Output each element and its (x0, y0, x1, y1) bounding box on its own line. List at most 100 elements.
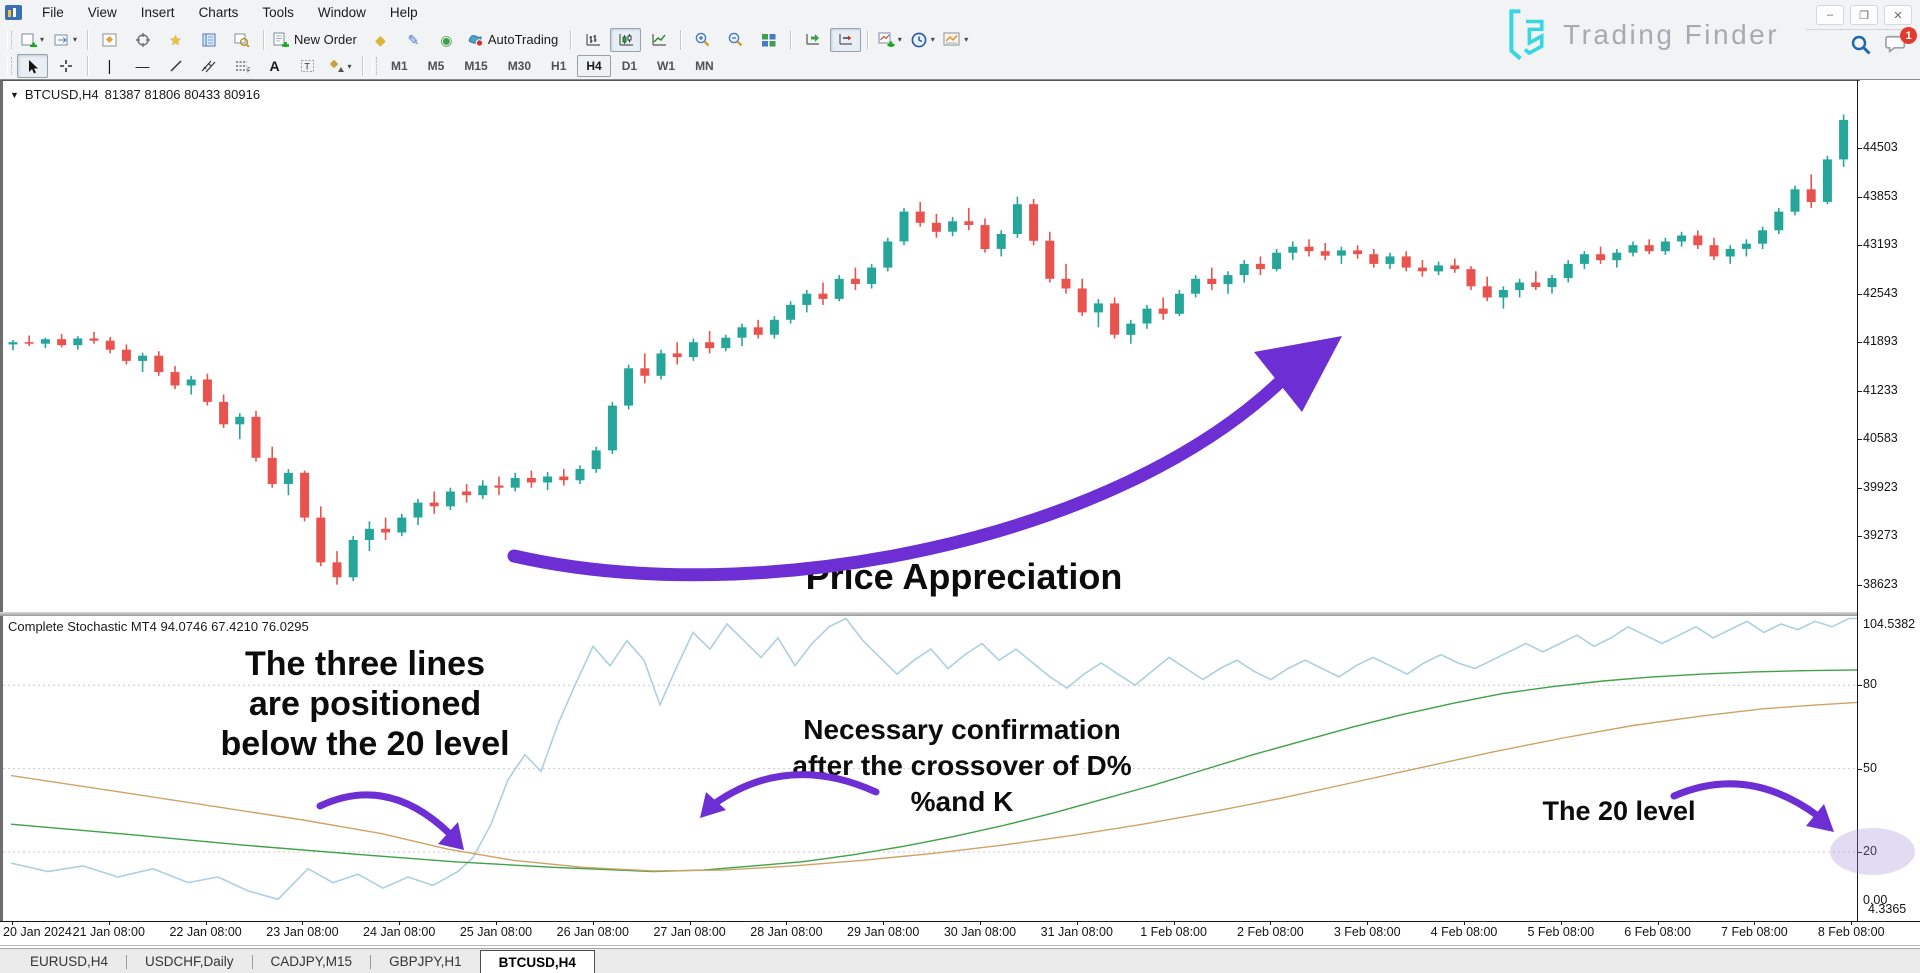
timeframe-mn[interactable]: MN (695, 59, 714, 73)
minimize-button[interactable]: – (1816, 5, 1844, 25)
metaeditor-button[interactable]: ✎ (398, 28, 429, 52)
zoom-in-icon (695, 32, 710, 47)
chevron-down-icon: ▾ (930, 35, 935, 44)
trendline-tool-button[interactable] (160, 54, 191, 78)
time-label: 8 Feb 08:00 (1817, 925, 1885, 939)
equidistant-channel-icon (201, 60, 216, 73)
zoom-in-button[interactable] (687, 28, 718, 52)
horizontal-line-tool-button[interactable]: — (127, 54, 158, 78)
vertical-line-tool-button[interactable]: | (94, 54, 125, 78)
time-tick (786, 921, 788, 925)
tab-separator (251, 954, 253, 969)
channel-tool-button[interactable] (193, 54, 224, 78)
text-label-icon: T (301, 60, 314, 72)
toolbar-grip[interactable] (372, 57, 377, 75)
profiles-button[interactable]: ▾ (50, 28, 81, 52)
toolbar-grip[interactable] (7, 57, 12, 75)
tab-btcusd-h4[interactable]: BTCUSD,H4 (479, 950, 595, 973)
tab-usdchf-daily[interactable]: USDCHF,Daily (145, 954, 234, 969)
data-window-button[interactable] (127, 28, 158, 52)
notifications[interactable]: 1 (1884, 27, 1917, 56)
time-tick (1076, 921, 1078, 925)
indicator-level-80-label: 80 (1863, 677, 1877, 692)
templates-button[interactable]: ▾ (940, 28, 971, 52)
timeframe-m30[interactable]: M30 (507, 59, 532, 73)
tab-eurusd-h4[interactable]: EURUSD,H4 (30, 954, 109, 969)
cursor-tool-button[interactable] (17, 54, 48, 78)
periods-button[interactable]: ▾ (907, 28, 938, 52)
price-label: 42543 (1863, 285, 1898, 300)
timeframe-d1[interactable]: D1 (621, 59, 638, 73)
timeframe-h4[interactable]: H4 (577, 55, 611, 77)
menu-help[interactable]: Help (389, 4, 418, 20)
indicator-scale-min-a-label: 0.00 (1863, 893, 1888, 907)
toolbar-separator (87, 56, 88, 76)
timeframe-m1[interactable]: M1 (391, 59, 408, 73)
new-chart-button[interactable]: ▾ (17, 28, 48, 52)
indicator-pane[interactable] (0, 616, 1860, 921)
line-chart-button[interactable] (643, 28, 674, 52)
search-icon[interactable] (1850, 34, 1872, 56)
annotation-three-lines: The three lines are positioned below the… (220, 645, 510, 763)
terminal-button[interactable] (193, 28, 224, 52)
text-tool-button[interactable]: A (259, 54, 290, 78)
navigator-button[interactable]: ★ (160, 28, 191, 52)
price-label: 39273 (1863, 528, 1898, 542)
time-tick (108, 921, 110, 925)
indicators-button[interactable]: ▾ (874, 28, 905, 52)
drawing-toolbar: | — F A T ▾ M1 M5 M15 M30 H1 H4 D1 W1 MN (0, 53, 724, 79)
close-button[interactable]: ✕ (1884, 5, 1912, 25)
trading-finder-logo-icon (1509, 9, 1544, 61)
menu-tools[interactable]: Tools (262, 4, 294, 20)
new-order-button[interactable]: New Order (270, 28, 363, 52)
candlestick-chart-button[interactable] (610, 27, 642, 52)
timeframe-w1[interactable]: W1 (657, 59, 676, 73)
label-tool-button[interactable]: T (292, 54, 323, 78)
timeframe-m15[interactable]: M15 (464, 59, 488, 73)
chart-dropdown-icon[interactable]: ▼ (10, 89, 19, 100)
menu-insert[interactable]: Insert (140, 4, 175, 20)
zoom-out-button[interactable] (720, 28, 751, 52)
brand-name: Trading Finder (1563, 19, 1780, 50)
timeframe-m5[interactable]: M5 (427, 59, 445, 73)
crosshair-tool-button[interactable] (50, 54, 81, 78)
auto-scroll-button[interactable] (797, 28, 828, 52)
toolbar-grip[interactable] (7, 30, 12, 49)
indicator-name: Complete Stochastic MT4 (8, 619, 157, 634)
timeframe-h1[interactable]: H1 (551, 59, 567, 73)
annotation-confirmation: Necessary confirmation after the crossov… (792, 714, 1132, 817)
time-label: 1 Feb 08:00 (1140, 925, 1207, 939)
metaquotes-button[interactable]: ◆ (365, 28, 396, 52)
chart-shift-button[interactable] (830, 27, 862, 52)
market-watch-button[interactable] (94, 28, 125, 52)
alerts-button[interactable]: ◉ (431, 28, 462, 52)
time-tick (689, 921, 691, 925)
chevron-down-icon: ▾ (964, 35, 969, 44)
cursor-icon (29, 59, 38, 73)
shapes-tool-button[interactable]: ▾ (325, 54, 356, 78)
bar-chart-button[interactable] (577, 28, 608, 52)
autotrading-label: AutoTrading (487, 32, 559, 47)
tab-cadjpy-m15[interactable]: CADJPY,M15 (270, 954, 353, 969)
menu-charts[interactable]: Charts (198, 4, 239, 20)
menu-view[interactable]: View (87, 4, 117, 20)
navigator-star-icon: ★ (169, 31, 182, 48)
price-label: 43853 (1863, 188, 1898, 203)
main-chart-pane[interactable] (0, 80, 1860, 613)
menu-file[interactable]: File (42, 4, 64, 20)
tab-gbpjpy-h1[interactable]: GBPJPY,H1 (389, 954, 462, 969)
fibonacci-tool-button[interactable]: F (226, 54, 257, 78)
tile-windows-button[interactable] (753, 28, 784, 52)
indicator-scale-min-b-label: 4.3365 (1868, 902, 1907, 916)
text-icon: A (269, 58, 280, 74)
time-tick (496, 921, 497, 925)
menu-window[interactable]: Window (317, 4, 366, 20)
strategy-tester-button[interactable] (226, 28, 257, 52)
restore-button[interactable]: ❐ (1850, 5, 1878, 25)
autotrading-button[interactable]: AutoTrading (464, 28, 564, 52)
time-label: 21 Jan 08:00 (72, 925, 145, 939)
notification-badge: 1 (1900, 27, 1917, 44)
price-label: 38623 (1863, 576, 1898, 591)
metaeditor-icon: ✎ (407, 31, 420, 48)
pane-divider[interactable] (0, 612, 1857, 616)
